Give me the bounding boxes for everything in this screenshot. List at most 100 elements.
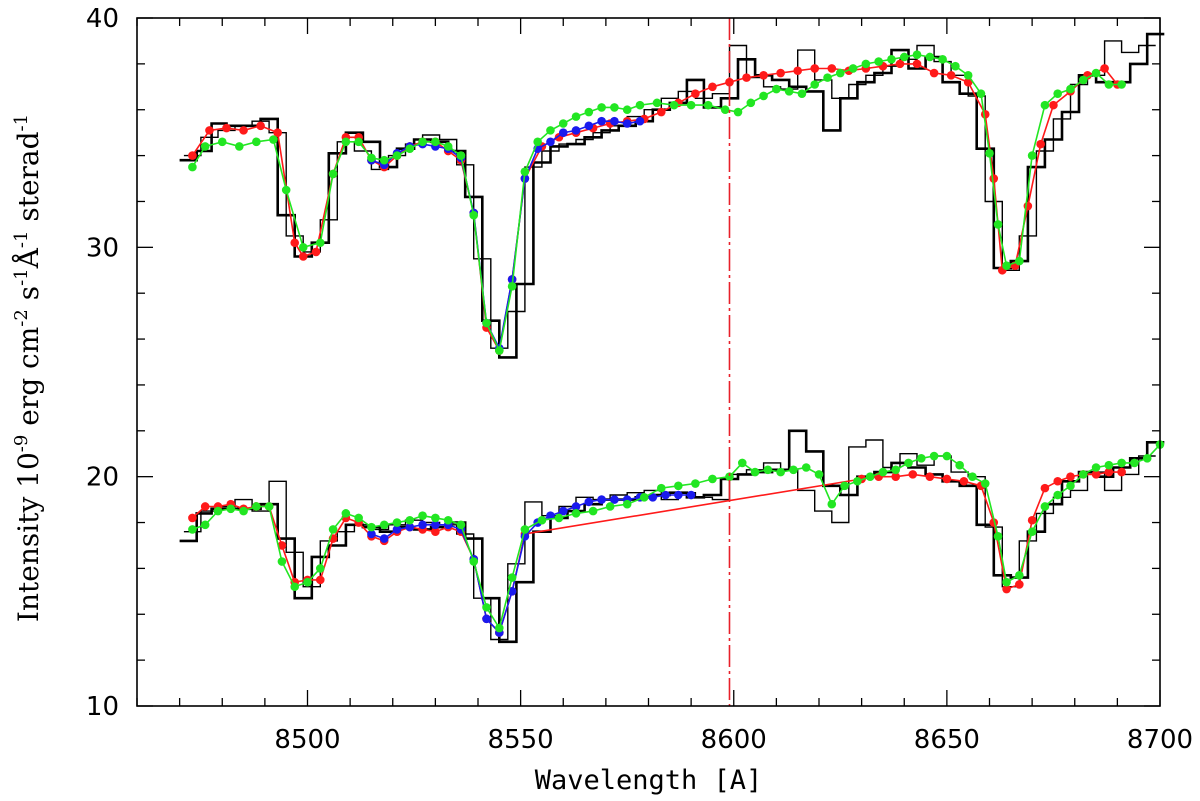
data-point: [584, 497, 594, 507]
data-point: [703, 100, 713, 110]
data-point: [1049, 100, 1058, 110]
data-point: [571, 112, 581, 121]
data-point: [929, 451, 939, 461]
data-point: [482, 614, 491, 624]
data-point: [418, 511, 427, 520]
data-point: [443, 515, 453, 525]
data-point: [315, 564, 325, 573]
data-point: [235, 142, 244, 151]
data-point: [1027, 527, 1037, 537]
data-point: [865, 472, 875, 481]
data-point: [533, 137, 542, 147]
data-point: [269, 135, 278, 144]
data-point: [392, 518, 402, 527]
data-point: [392, 151, 402, 160]
data-point: [252, 502, 261, 511]
data-point: [1066, 84, 1075, 94]
data-point: [1002, 261, 1011, 270]
data-point: [878, 467, 888, 477]
data-point: [1053, 476, 1062, 486]
data-point: [495, 623, 504, 633]
data-point: [1117, 458, 1126, 468]
data-point: [597, 116, 606, 126]
data-point: [341, 509, 351, 518]
y-axis-label-part: s: [12, 286, 45, 309]
data-point: [290, 238, 300, 248]
y-tick-label: 20: [86, 463, 119, 493]
data-point: [938, 54, 947, 64]
data-point: [315, 575, 325, 585]
data-point: [354, 137, 363, 147]
data-point: [963, 71, 973, 80]
data-point: [925, 472, 935, 481]
data-point: [554, 513, 564, 523]
data-point: [955, 460, 964, 470]
data-point: [968, 472, 977, 481]
x-tick-label: 8700: [1127, 725, 1193, 755]
data-point: [942, 451, 952, 461]
data-point: [887, 54, 896, 64]
data-point: [848, 64, 858, 73]
data-point: [635, 100, 645, 110]
data-point: [1091, 463, 1101, 472]
data-point: [584, 107, 594, 117]
data-point: [1078, 470, 1088, 479]
y-axis-label-part: sterad: [12, 131, 45, 230]
data-point: [482, 603, 491, 612]
data-point: [759, 91, 768, 101]
data-point: [648, 493, 658, 502]
data-point: [772, 84, 781, 94]
data-point: [1091, 470, 1101, 479]
y-axis-label-part: Å: [12, 247, 45, 269]
data-point: [725, 472, 734, 481]
data-point: [315, 238, 325, 248]
data-point: [537, 515, 547, 525]
data-point: [1015, 256, 1024, 266]
data-point: [1104, 460, 1114, 470]
data-point: [1040, 502, 1050, 511]
data-point: [379, 155, 389, 165]
data-point: [405, 144, 415, 154]
data-point: [1104, 80, 1114, 89]
data-point: [912, 59, 922, 69]
data-point: [853, 476, 862, 486]
data-point: [980, 110, 990, 119]
data-point: [311, 247, 321, 257]
data-point: [298, 243, 308, 252]
data-point: [985, 149, 994, 158]
data-point: [379, 520, 389, 530]
data-point: [1002, 584, 1011, 594]
data-point: [674, 490, 683, 500]
data-point: [597, 495, 606, 504]
data-point: [1078, 75, 1088, 85]
data-point: [925, 52, 935, 62]
data-point: [669, 100, 679, 110]
data-point: [725, 77, 734, 87]
data-point: [558, 128, 568, 137]
data-point: [273, 128, 282, 137]
data-point: [874, 57, 883, 66]
data-point: [891, 472, 901, 481]
data-point: [993, 220, 1003, 229]
data-point: [298, 252, 308, 261]
data-point: [495, 346, 504, 355]
data-point: [836, 68, 845, 78]
data-point: [742, 73, 751, 82]
data-point: [1040, 100, 1050, 110]
data-point: [895, 59, 905, 69]
data-point: [1027, 151, 1037, 160]
data-point: [571, 126, 581, 135]
data-point: [1091, 68, 1101, 78]
data-point: [763, 465, 773, 475]
data-point: [303, 577, 312, 587]
y-axis-label-part: -1: [11, 268, 32, 286]
data-point: [200, 520, 210, 530]
data-point: [256, 121, 265, 131]
data-point: [264, 502, 274, 511]
data-point: [188, 151, 197, 160]
data-point: [899, 52, 909, 62]
data-point: [929, 68, 939, 78]
data-point: [431, 520, 440, 530]
data-point: [776, 467, 785, 477]
data-point: [1117, 80, 1126, 89]
